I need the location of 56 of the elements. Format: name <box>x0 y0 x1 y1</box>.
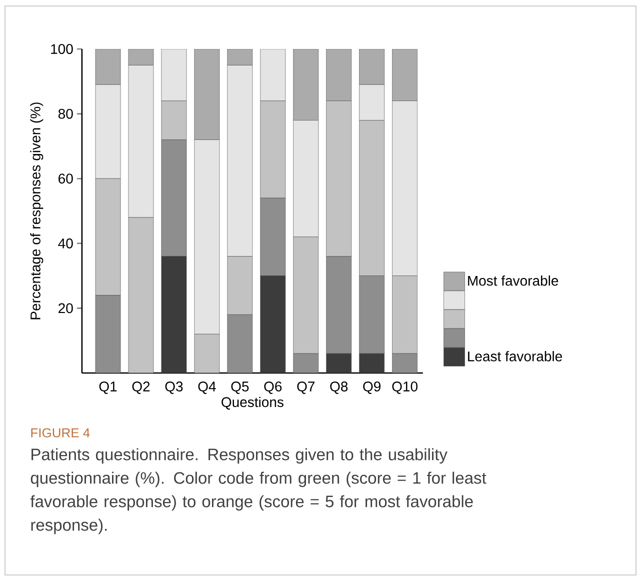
bar <box>227 256 253 315</box>
y-tick-label: 60 <box>58 174 73 184</box>
x-axis-title: Questions <box>222 396 284 410</box>
bar <box>95 295 121 374</box>
bar <box>95 49 121 85</box>
caption: FIGURE 4 <box>31 428 90 438</box>
bar <box>227 65 253 257</box>
bar <box>161 100 187 140</box>
bar <box>293 236 319 354</box>
bar <box>326 100 352 257</box>
y-tick-label: 20 <box>58 303 73 314</box>
bar <box>392 276 418 354</box>
bar <box>260 198 286 276</box>
y-tick-label: 100 <box>51 44 73 54</box>
x-tick-label: Q8 <box>330 382 348 394</box>
bar <box>392 353 418 374</box>
bar <box>293 353 319 374</box>
legend-label: Least favorable <box>468 351 562 362</box>
x-tick-label: Q5 <box>231 382 249 394</box>
bar <box>260 100 286 198</box>
x-tick-label: Q2 <box>132 382 150 394</box>
bar <box>392 49 418 101</box>
x-tick-label: Q3 <box>165 382 183 394</box>
x-tick-label: Q4 <box>198 382 216 394</box>
bar <box>326 49 352 101</box>
bar <box>161 140 187 257</box>
bar <box>95 178 121 296</box>
bar <box>161 49 187 101</box>
x-tick-label: Q6 <box>264 382 282 394</box>
bar <box>128 49 154 66</box>
bar <box>260 49 286 101</box>
bar <box>359 276 385 354</box>
bar <box>326 256 352 354</box>
bar <box>359 49 385 85</box>
bar <box>95 84 121 179</box>
bar <box>359 120 385 276</box>
text: Patients questionnaire. Responses given to the usability questionnaire (%). Color code from green (score = 1 for least favorable response) to orange (score = 5 for most favorable response). <box>30 448 486 534</box>
y-tick-label: 40 <box>58 238 73 248</box>
x-tick-label: Q1 <box>99 382 117 394</box>
x-tick-label: Q9 <box>363 382 381 394</box>
bar <box>392 100 418 276</box>
bar <box>359 84 385 120</box>
x-tick-label: Q10 <box>392 382 418 394</box>
bar <box>194 49 220 140</box>
bar <box>194 334 220 374</box>
bar <box>128 217 154 374</box>
y-axis-title: Percentage of responses given (%) <box>30 102 44 320</box>
x-tick-label: Q7 <box>297 382 315 394</box>
y-tick-label: 80 <box>58 108 73 119</box>
bar <box>194 140 220 334</box>
bar <box>227 49 253 66</box>
legend-label: Most favorable <box>468 275 558 286</box>
bar <box>227 314 253 374</box>
bar <box>293 49 319 120</box>
bar <box>128 65 154 218</box>
bar <box>293 120 319 238</box>
